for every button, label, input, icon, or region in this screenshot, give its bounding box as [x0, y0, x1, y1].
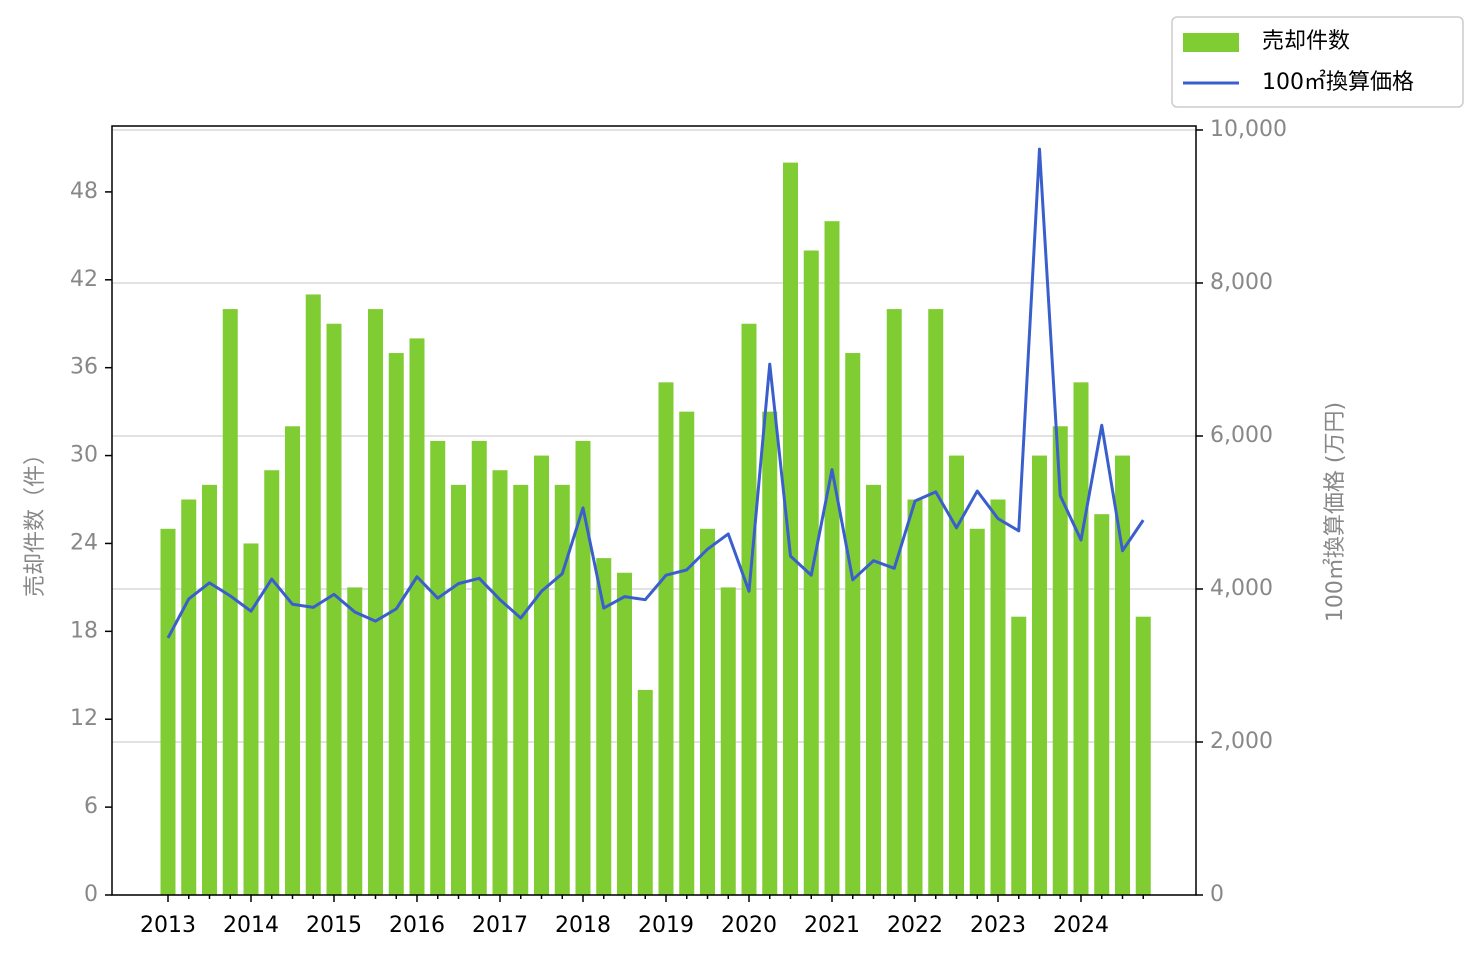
bar: [617, 572, 632, 895]
x-tick-label: 2016: [389, 913, 445, 938]
x-tick-label: 2013: [140, 913, 196, 938]
bar: [471, 440, 487, 895]
y-tick-label: 6: [84, 794, 98, 819]
y-tick-label: 30: [70, 443, 98, 468]
bar: [513, 484, 529, 895]
bar: [451, 484, 466, 895]
y2-tick-label: 0: [1210, 882, 1224, 907]
x-tick-label: 2024: [1053, 913, 1109, 938]
x-tick-label: 2015: [306, 913, 362, 938]
y2-axis-label: 100㎡換算価格 (万円): [1322, 402, 1348, 622]
y2-tick-label: 4,000: [1210, 576, 1273, 601]
y-axis-label: 売却件数（件）: [23, 443, 48, 597]
bar: [783, 162, 798, 896]
x-tick-label: 2018: [555, 913, 611, 938]
bar: [1135, 616, 1151, 895]
y-tick-label: 24: [70, 530, 98, 555]
legend-label: 売却件数: [1262, 29, 1350, 54]
bar: [886, 309, 902, 896]
bar: [1073, 382, 1089, 895]
y2-tick-label: 2,000: [1210, 729, 1273, 754]
line: [166, 147, 1145, 639]
bar: [326, 323, 342, 895]
bar: [285, 426, 300, 895]
y-tick-label: 42: [70, 267, 98, 292]
y2-tick-label: 8,000: [1210, 270, 1273, 295]
bar: [720, 587, 736, 895]
legend-label: 100㎡換算価格: [1262, 69, 1414, 95]
x-tick-label: 2014: [223, 913, 279, 938]
bar: [554, 484, 570, 895]
bar: [928, 309, 944, 896]
bar: [700, 528, 715, 895]
bar: [409, 338, 425, 895]
bar: [845, 353, 861, 895]
x-tick-label: 2019: [638, 913, 694, 938]
x-tick-label: 2022: [887, 913, 943, 938]
bar: [305, 294, 321, 895]
x-tick-label: 2023: [970, 913, 1026, 938]
bar: [969, 528, 985, 895]
bar: [243, 543, 259, 895]
bar: [596, 558, 612, 895]
bar: [1052, 426, 1068, 895]
y-tick-label: 48: [70, 179, 98, 204]
bar: [430, 440, 446, 895]
bar: [824, 221, 840, 895]
bar: [762, 411, 778, 895]
y-tick-label: 18: [70, 618, 98, 643]
y2-tick-label: 6,000: [1210, 423, 1273, 448]
y-tick-label: 12: [70, 706, 98, 731]
bar: [575, 440, 591, 895]
y-tick-label: 36: [70, 355, 98, 380]
bar: [741, 323, 757, 895]
bar: [866, 484, 881, 895]
plot-frame: [111, 125, 1197, 896]
bar: [679, 411, 695, 895]
bar: [222, 309, 238, 896]
legend-swatch: [1183, 33, 1239, 52]
x-tick-label: 2020: [721, 913, 777, 938]
bar: [990, 499, 1006, 895]
bar: [658, 382, 674, 895]
bar: [181, 499, 197, 895]
y2-tick-label: 10,000: [1210, 117, 1287, 142]
legend-box: [1171, 16, 1464, 108]
x-tick-label: 2017: [472, 913, 528, 938]
bar: [264, 470, 280, 895]
bar: [202, 484, 217, 895]
bar: [949, 455, 964, 895]
bar: [637, 689, 653, 895]
bar: [1011, 616, 1027, 895]
bar: [534, 455, 549, 895]
bar: [388, 353, 404, 895]
bar: [1094, 514, 1110, 895]
bar: [492, 470, 508, 895]
bar: [907, 499, 923, 895]
bar: [1115, 455, 1130, 895]
x-tick-label: 2021: [804, 913, 860, 938]
bar: [160, 528, 176, 895]
y-tick-label: 0: [84, 882, 98, 907]
bar: [368, 309, 383, 896]
bar: [347, 587, 363, 895]
bar: [1032, 455, 1047, 895]
